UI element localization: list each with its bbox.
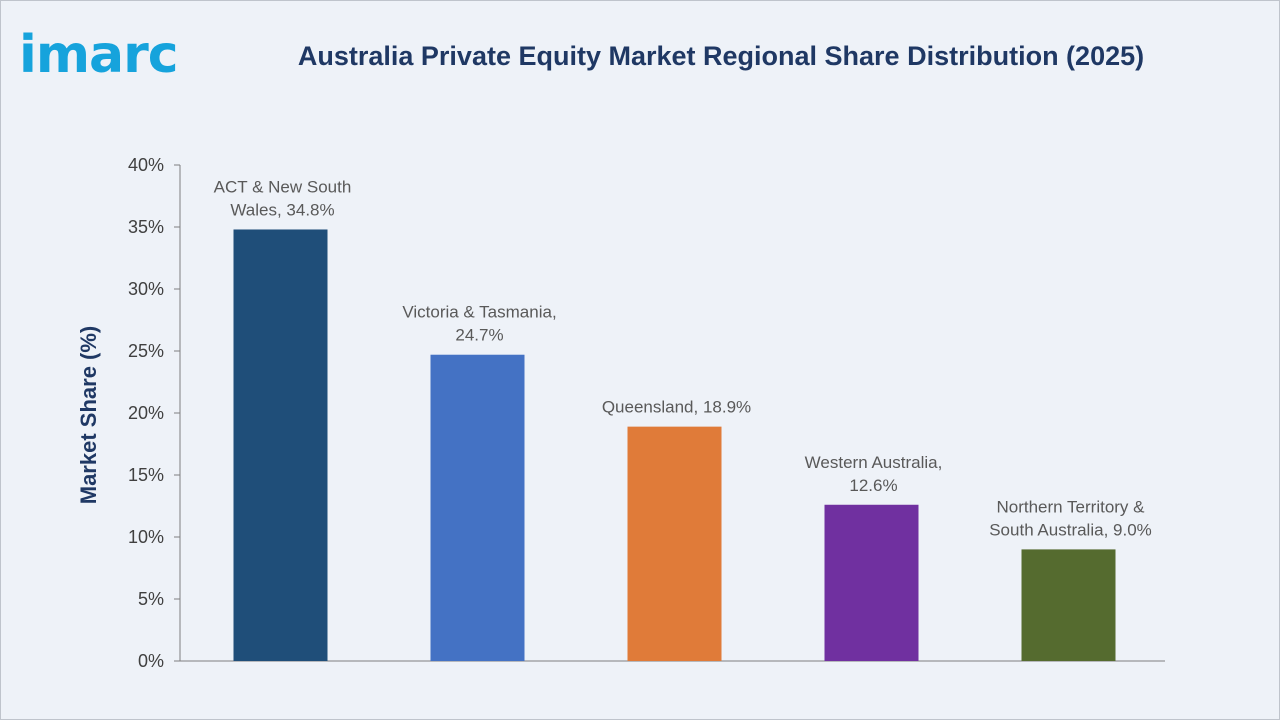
y-tick-label: 30%: [128, 279, 164, 299]
bar: [233, 229, 328, 662]
bar-data-label: Victoria & Tasmania,: [402, 303, 556, 322]
bar: [430, 354, 525, 661]
bar-data-label: South Australia, 9.0%: [989, 520, 1152, 539]
y-tick-label: 5%: [138, 589, 164, 609]
bar-data-label: Western Australia,: [805, 453, 943, 472]
bar: [824, 504, 919, 661]
bar-data-label: 12.6%: [849, 476, 897, 495]
y-tick-label: 25%: [128, 341, 164, 361]
y-tick-label: 35%: [128, 217, 164, 237]
imarc-logo: imarc: [19, 25, 179, 85]
bar-data-label: ACT & New South: [214, 177, 352, 196]
y-axis-title: Market Share (%): [76, 326, 101, 505]
y-tick-label: 10%: [128, 527, 164, 547]
bar-data-label: Queensland, 18.9%: [602, 398, 751, 417]
bar-data-label: Northern Territory &: [996, 497, 1145, 516]
chart-title: Australia Private Equity Market Regional…: [297, 41, 1145, 71]
y-tick-label: 15%: [128, 465, 164, 485]
y-tick-label: 0%: [138, 651, 164, 671]
bar-data-label: 24.7%: [455, 326, 503, 345]
bar: [627, 426, 722, 661]
y-tick-label: 20%: [128, 403, 164, 423]
y-tick-label: 40%: [128, 155, 164, 175]
bar-data-label: Wales, 34.8%: [230, 200, 334, 219]
bar: [1021, 549, 1116, 661]
